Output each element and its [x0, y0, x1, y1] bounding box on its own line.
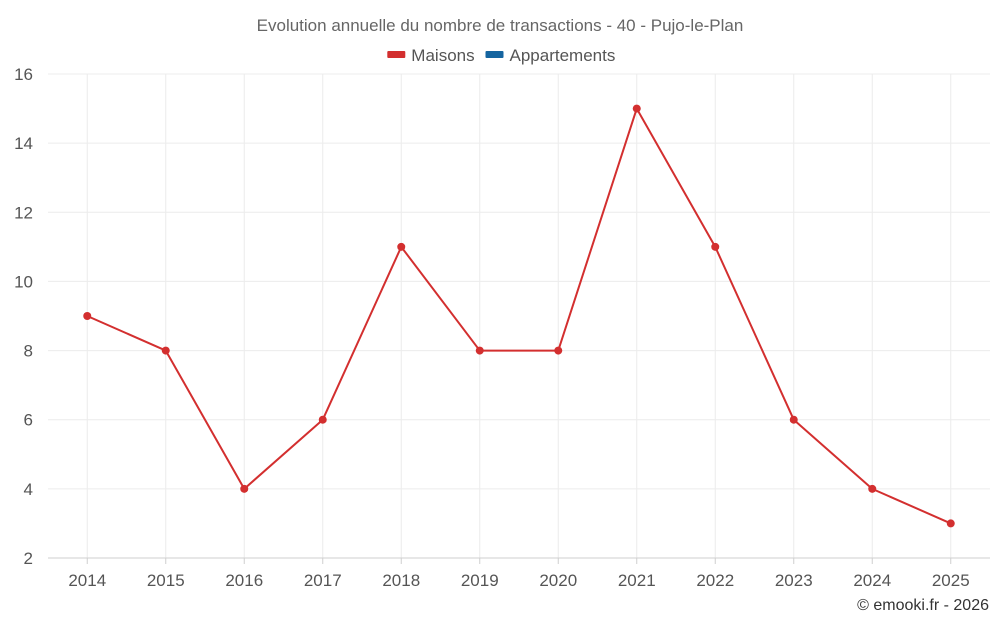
y-tick-label: 12	[14, 203, 33, 222]
data-point	[397, 242, 406, 251]
y-tick-label: 8	[24, 342, 33, 361]
grid	[48, 73, 990, 558]
legend-swatch	[387, 51, 406, 58]
x-tick-label: 2025	[932, 571, 970, 590]
x-tick-label: 2020	[539, 571, 577, 590]
y-tick-label: 6	[24, 411, 33, 430]
y-tick-label: 16	[14, 65, 33, 84]
x-tick-label: 2015	[147, 571, 185, 590]
data-point	[161, 346, 170, 355]
data-point	[711, 242, 720, 251]
y-tick-label: 4	[24, 480, 33, 499]
data-point	[868, 484, 877, 493]
y-tick-label: 2	[24, 549, 33, 568]
x-tick-label: 2016	[225, 571, 263, 590]
y-tick-label: 10	[14, 272, 33, 291]
legend-label: Maisons	[411, 46, 474, 65]
x-tick-label: 2022	[696, 571, 734, 590]
x-tick-label: 2014	[68, 571, 106, 590]
data-point	[240, 484, 249, 493]
x-tick-label: 2017	[304, 571, 342, 590]
x-tick-label: 2019	[461, 571, 499, 590]
data-point	[789, 415, 798, 424]
data-point	[946, 519, 955, 528]
data-point	[475, 346, 484, 355]
x-tick-label: 2021	[618, 571, 656, 590]
x-tick-label: 2024	[853, 571, 891, 590]
legend: Maisons Appartements	[387, 46, 615, 65]
legend-swatch	[485, 51, 504, 58]
y-tick-label: 14	[14, 134, 33, 153]
legend-label: Appartements	[510, 46, 616, 65]
legend-item: Appartements	[485, 46, 616, 65]
data-point	[632, 104, 641, 113]
series-line-maisons	[86, 107, 952, 525]
axes: 2 4 6 8 10 12 14 16 2014 2015 2016 2017 2018 2019 2020…	[14, 65, 990, 590]
data-point	[318, 415, 327, 424]
data-point	[83, 312, 92, 320]
chart-title: Evolution annuelle du nombre de transact…	[257, 16, 744, 35]
x-tick-label: 2018	[382, 571, 420, 590]
x-tick-label: 2023	[775, 571, 813, 590]
legend-item: Maisons	[387, 46, 475, 65]
data-point	[554, 346, 563, 355]
series-layer	[83, 104, 955, 528]
credit-text: © emooki.fr - 2026	[857, 597, 989, 614]
